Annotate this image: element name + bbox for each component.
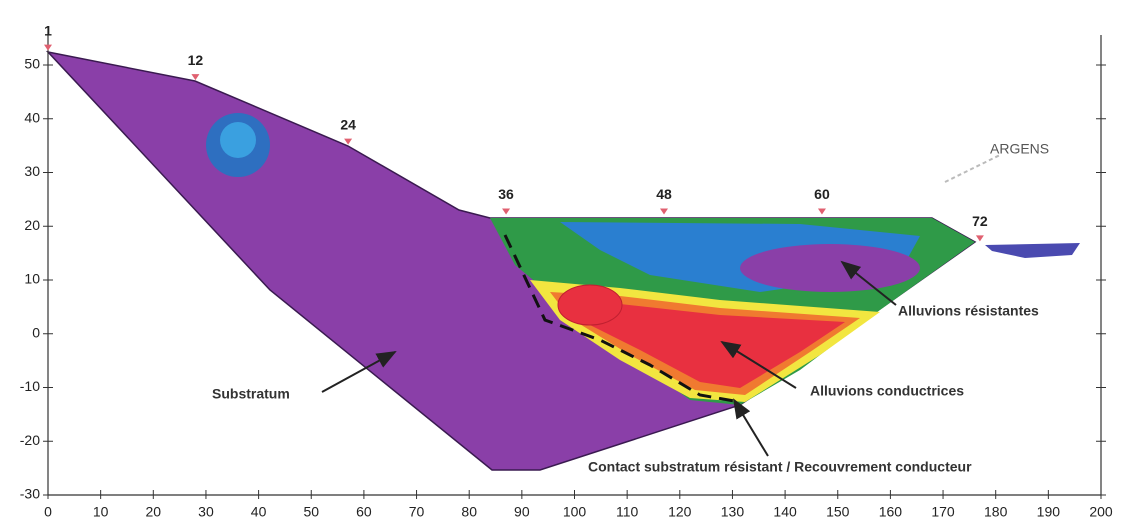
x-tick-label: 140 [773, 504, 797, 520]
y-tick-label: 50 [24, 56, 40, 72]
arrow [732, 398, 769, 457]
x-tick-label: 190 [1037, 504, 1061, 520]
annotation: Alluvions conductrices [810, 383, 964, 399]
arrow [321, 351, 397, 393]
x-tick-label: 150 [826, 504, 850, 520]
x-tick-label: 40 [251, 504, 267, 520]
electrode-label: 36 [498, 186, 514, 202]
annotation: ARGENS [990, 141, 1049, 157]
electrode-label: 24 [340, 116, 356, 132]
electrode-label: 72 [972, 213, 988, 229]
x-tick-label: 80 [461, 504, 477, 520]
electrode [344, 138, 353, 145]
y-tick-label: 10 [24, 271, 40, 287]
electrode [502, 208, 511, 215]
arrow [720, 340, 797, 389]
electrode-label: 60 [814, 186, 830, 202]
y-tick-label: 0 [32, 324, 40, 340]
arrow [840, 260, 897, 306]
x-tick-label: 70 [409, 504, 425, 520]
y-tick-label: 20 [24, 217, 40, 233]
y-tick-label: -30 [20, 486, 40, 502]
x-tick-label: 0 [44, 504, 52, 520]
electrode-label: 48 [656, 186, 672, 202]
x-tick-label: 170 [931, 504, 955, 520]
annotation: Contact substratum résistant / Recouvrem… [588, 459, 972, 475]
y-tick-label: 30 [24, 163, 40, 179]
x-tick-label: 100 [563, 504, 587, 520]
x-tick-label: 60 [356, 504, 372, 520]
x-tick-label: 180 [984, 504, 1008, 520]
section-body [45, 50, 1080, 471]
electrode-label: 12 [188, 52, 204, 68]
x-tick-label: 130 [721, 504, 745, 520]
x-tick-label: 160 [879, 504, 903, 520]
y-tick-label: -20 [20, 432, 40, 448]
x-tick-label: 50 [303, 504, 319, 520]
x-tick-label: 90 [514, 504, 530, 520]
electrode-label: 1 [44, 22, 52, 38]
annotation: Alluvions résistantes [898, 303, 1039, 319]
x-tick-label: 10 [93, 504, 109, 520]
x-tick-label: 30 [198, 504, 214, 520]
electrode [191, 74, 200, 81]
y-tick-label: 40 [24, 109, 40, 125]
electrode [44, 44, 52, 51]
x-tick-label: 200 [1089, 504, 1113, 520]
x-tick-label: 110 [616, 504, 639, 520]
annotation: Substratum [212, 386, 290, 402]
annotations: Substratum Alluvions conductrices Alluvi… [212, 141, 1049, 475]
x-tick-label: 120 [668, 504, 692, 520]
electrode [660, 208, 669, 215]
y-tick-label: -10 [20, 378, 40, 394]
electrode [975, 235, 984, 242]
x-tick-label: 20 [146, 504, 162, 520]
electrode [817, 208, 826, 215]
